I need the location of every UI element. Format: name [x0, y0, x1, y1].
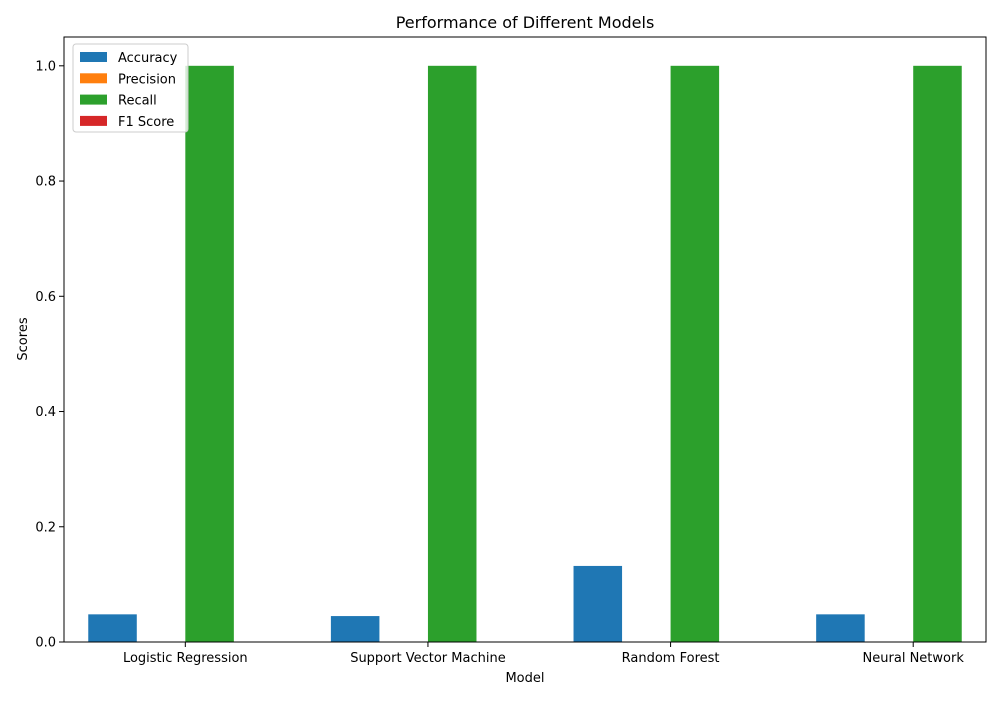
bar-recall-2	[670, 65, 720, 642]
y-tick-label: 0.6	[35, 290, 56, 305]
y-tick-label: 1.0	[35, 59, 56, 74]
bar-recall-1	[427, 65, 477, 642]
bar-recall-3	[913, 65, 962, 642]
x-tick-label: Random Forest	[622, 651, 720, 666]
x-tick-label: Support Vector Machine	[350, 651, 506, 666]
bar-accuracy-0	[88, 614, 137, 642]
bar-accuracy-2	[573, 565, 623, 642]
x-tick-label: Logistic Regression	[123, 651, 248, 666]
y-tick-label: 0.4	[35, 405, 56, 420]
legend-label-f1-score: F1 Score	[118, 115, 174, 130]
chart-title: Performance of Different Models	[396, 13, 655, 32]
y-tick-label: 0.0	[35, 636, 56, 651]
y-tick-label: 0.2	[35, 520, 56, 535]
bar-accuracy-3	[816, 614, 865, 642]
x-tick-label: Neural Network	[863, 651, 965, 666]
bar-accuracy-1	[330, 616, 380, 642]
legend-swatch-accuracy	[80, 52, 107, 62]
legend-swatch-recall	[80, 94, 107, 105]
legend: Accuracy Precision Recall F1 Score	[72, 43, 189, 133]
axes-layer: Logistic Regression Support Vector Machin…	[35, 36, 987, 666]
legend-label-recall: Recall	[118, 94, 157, 109]
legend-swatch-precision	[80, 73, 107, 84]
y-axis-label: Scores	[16, 317, 31, 360]
plot-frame	[63, 36, 987, 643]
legend-swatch-f1-score	[80, 115, 107, 126]
bar-recall-0	[185, 65, 234, 642]
y-tick-label: 0.8	[35, 175, 56, 190]
legend-label-precision: Precision	[118, 72, 176, 87]
x-axis-label: Model	[505, 671, 544, 686]
legend-label-accuracy: Accuracy	[118, 51, 178, 66]
legend-box	[72, 43, 189, 133]
bars-layer	[88, 65, 962, 642]
